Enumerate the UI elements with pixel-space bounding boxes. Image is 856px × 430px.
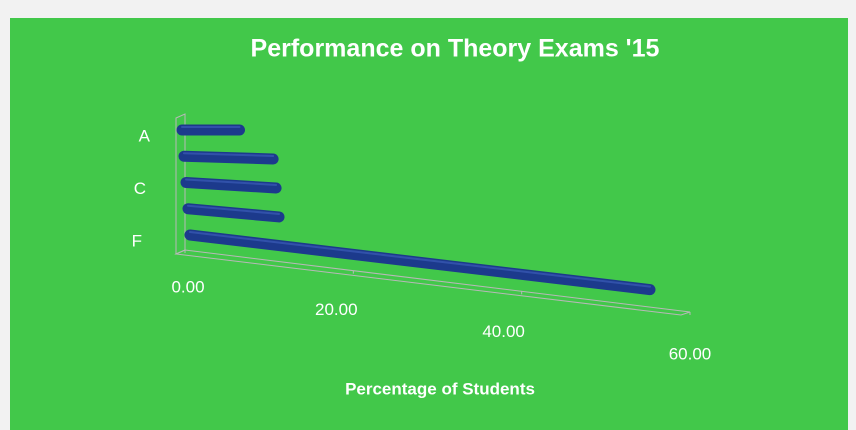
bar-highlight [183, 152, 275, 157]
bar-highlight [189, 231, 651, 288]
y-tick-label: C [134, 179, 146, 198]
x-tick-label: 0.00 [171, 277, 204, 296]
bar [178, 150, 279, 165]
bar [180, 177, 282, 194]
bar [184, 229, 656, 296]
x-tick-label: 60.00 [669, 344, 712, 363]
y-tick-label: F [132, 231, 142, 250]
x-tick-label: 40.00 [482, 322, 525, 341]
bar-highlight [187, 204, 281, 215]
bar-highlight [185, 178, 278, 186]
y-tick-label: A [139, 126, 151, 145]
bar [182, 203, 285, 223]
chart-area [10, 18, 848, 430]
chart-title: Performance on Theory Exams '15 [251, 35, 660, 63]
x-axis-title: Percentage of Students [345, 379, 535, 398]
x-tick-label: 20.00 [315, 300, 358, 319]
